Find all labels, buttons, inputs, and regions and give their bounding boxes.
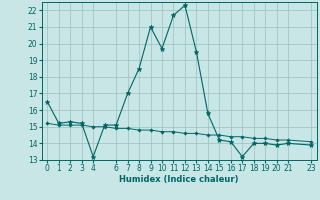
X-axis label: Humidex (Indice chaleur): Humidex (Indice chaleur) [119,175,239,184]
